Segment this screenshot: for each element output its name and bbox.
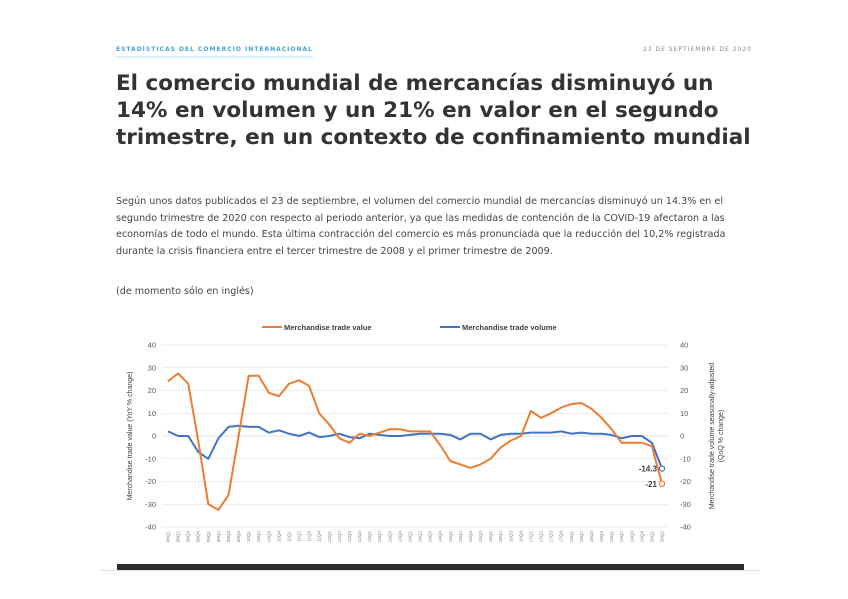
y-axis-left: 40 30 20 10 0 -10 -20 -30 -40 bbox=[145, 341, 156, 532]
x-axis: 08Q1 08Q2 08Q3 08Q4 09Q1 09Q2 09Q3 09Q4 10Q1 10Q2… bbox=[166, 531, 665, 543]
x-tick: 20Q2 bbox=[660, 531, 665, 543]
chart-series bbox=[167, 372, 666, 511]
x-tick: 18Q4 bbox=[599, 531, 604, 543]
article-body: Según unos datos publicados el 23 de sep… bbox=[116, 196, 726, 257]
y-tick-right: -20 bbox=[680, 477, 691, 486]
x-tick: 08Q1 bbox=[166, 531, 171, 543]
y-axis-right: 40 30 20 10 0 -10 -20 -30 -40 bbox=[680, 341, 691, 532]
x-tick: 12Q4 bbox=[357, 531, 362, 543]
x-tick: 09Q2 bbox=[216, 531, 221, 543]
language-note: (de momento sólo en inglés) bbox=[116, 286, 254, 297]
publish-date: 23 DE SEPTIEMBRE DE 2020 bbox=[642, 46, 752, 53]
x-tick: 15Q2 bbox=[458, 531, 463, 543]
y-tick-right: -40 bbox=[680, 523, 691, 532]
x-tick: 13Q2 bbox=[377, 531, 382, 543]
x-tick: 12Q2 bbox=[337, 531, 342, 543]
y-tick-left: 30 bbox=[148, 363, 156, 372]
x-tick: 08Q4 bbox=[196, 531, 201, 543]
x-tick: 13Q1 bbox=[367, 531, 372, 543]
x-tick: 19Q1 bbox=[609, 531, 614, 543]
x-tick: 09Q4 bbox=[236, 531, 241, 543]
x-tick: 18Q1 bbox=[569, 531, 574, 543]
y-tick-right: -10 bbox=[680, 454, 691, 463]
x-tick: 17Q3 bbox=[549, 531, 554, 543]
x-tick: 11Q4 bbox=[317, 531, 322, 542]
x-tick: 16Q4 bbox=[518, 531, 523, 543]
legend-label: Merchandise trade volume bbox=[462, 323, 557, 332]
x-tick: 17Q1 bbox=[528, 531, 533, 543]
divider bbox=[100, 570, 760, 571]
x-tick: 16Q3 bbox=[508, 531, 513, 543]
x-tick: 08Q3 bbox=[186, 531, 191, 543]
x-tick: 20Q1 bbox=[649, 531, 654, 543]
x-tick: 13Q4 bbox=[397, 531, 402, 543]
y-tick-left: 10 bbox=[148, 409, 156, 418]
y-tick-right: 0 bbox=[680, 432, 684, 441]
y-tick-right: 40 bbox=[680, 341, 688, 350]
chart-gridlines bbox=[162, 344, 668, 528]
x-tick: 14Q4 bbox=[438, 531, 443, 543]
x-tick: 15Q1 bbox=[448, 531, 453, 543]
x-tick: 10Q4 bbox=[276, 531, 281, 543]
y-tick-left: 0 bbox=[152, 432, 156, 441]
x-tick: 09Q1 bbox=[206, 531, 211, 543]
x-tick: 11Q1 bbox=[286, 531, 291, 542]
x-tick: 19Q4 bbox=[639, 531, 644, 543]
y-axis-left-label: Merchandise trade value (YoY % change) bbox=[127, 372, 134, 501]
x-tick: 10Q3 bbox=[266, 531, 271, 543]
volume-series-line bbox=[167, 424, 663, 469]
x-tick: 17Q2 bbox=[539, 531, 544, 543]
x-tick: 12Q3 bbox=[347, 531, 352, 543]
data-label: -21 bbox=[645, 480, 657, 489]
y-tick-left: -20 bbox=[145, 477, 156, 486]
y-axis-right-label: Merchandise trade volume seasonally-adju… bbox=[709, 363, 716, 509]
x-tick: 12Q1 bbox=[327, 531, 332, 543]
y-tick-left: 20 bbox=[148, 386, 156, 395]
x-tick: 11Q3 bbox=[307, 531, 312, 542]
y-tick-right: 20 bbox=[680, 386, 688, 395]
x-tick: 10Q2 bbox=[256, 531, 261, 543]
x-tick: 10Q1 bbox=[246, 531, 251, 543]
x-tick: 18Q2 bbox=[579, 531, 584, 543]
last-point-marker bbox=[658, 465, 666, 472]
x-tick: 13Q3 bbox=[387, 531, 392, 543]
y-tick-left: -40 bbox=[145, 523, 156, 532]
x-tick: 08Q2 bbox=[176, 531, 181, 543]
article-title: El comercio mundial de mercancías dismin… bbox=[116, 71, 751, 150]
y-tick-right: 10 bbox=[680, 409, 688, 418]
x-tick: 14Q1 bbox=[407, 531, 412, 543]
data-label: -14.3 bbox=[639, 465, 658, 474]
chart-legend: Merchandise trade value Merchandise trade… bbox=[262, 323, 557, 332]
x-tick: 19Q3 bbox=[629, 531, 634, 543]
chart-annotations: -14.3 -21 bbox=[639, 465, 658, 489]
y-tick-left: -30 bbox=[145, 500, 156, 509]
value-series-line bbox=[167, 372, 663, 511]
legend-label: Merchandise trade value bbox=[284, 323, 372, 332]
x-tick: 15Q4 bbox=[478, 531, 483, 543]
y-axis-right-label-line2: (QoQ % change) bbox=[718, 410, 725, 463]
x-tick: 16Q1 bbox=[488, 531, 493, 543]
x-tick: 14Q2 bbox=[418, 531, 423, 543]
y-tick-left: 40 bbox=[148, 341, 156, 350]
x-tick: 17Q4 bbox=[559, 531, 564, 543]
x-tick: 18Q3 bbox=[589, 531, 594, 543]
x-tick: 16Q2 bbox=[498, 531, 503, 543]
category-link[interactable]: ESTADÍSTICAS DEL COMERCIO INTERNACIONAL bbox=[116, 46, 313, 58]
y-tick-right: 30 bbox=[680, 363, 688, 372]
last-point-marker bbox=[658, 480, 666, 487]
x-tick: 09Q3 bbox=[226, 531, 231, 543]
y-tick-right: -30 bbox=[680, 500, 691, 509]
x-tick: 19Q2 bbox=[619, 531, 624, 543]
x-tick: 11Q2 bbox=[297, 531, 302, 542]
x-tick: 15Q3 bbox=[468, 531, 473, 543]
x-tick: 14Q3 bbox=[428, 531, 433, 543]
y-tick-left: -10 bbox=[145, 454, 156, 463]
footer-bar bbox=[117, 564, 744, 570]
